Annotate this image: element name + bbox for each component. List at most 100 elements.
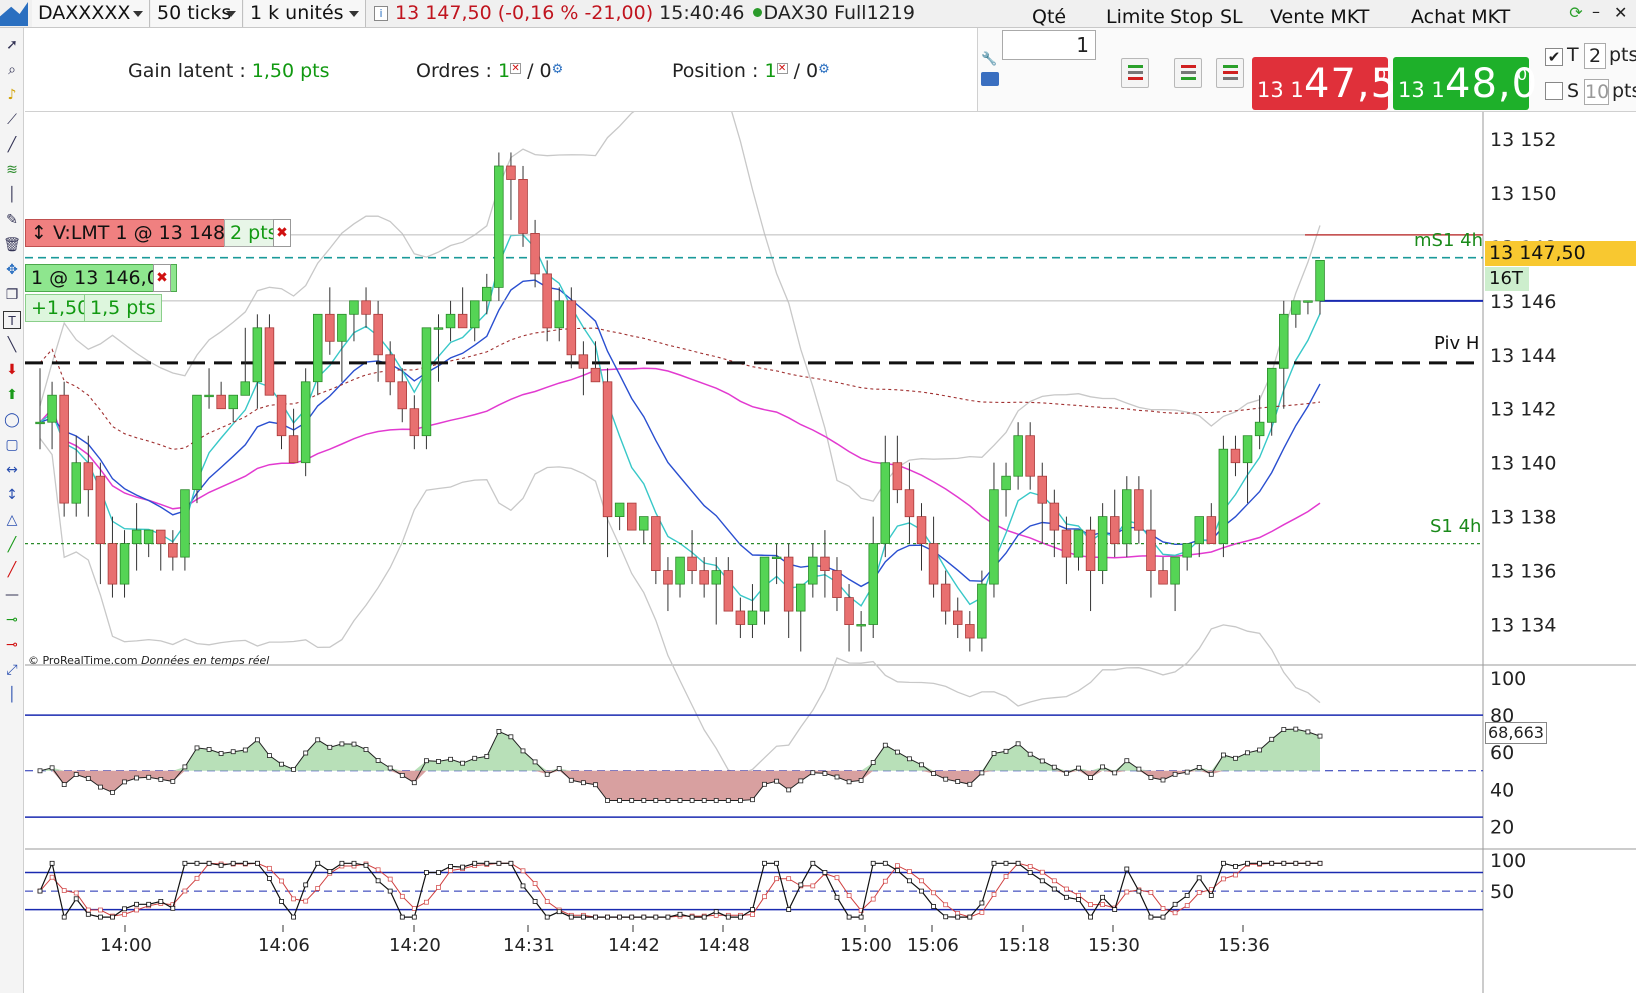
pen-tool-icon[interactable]: ╲ (7, 337, 17, 353)
candle (1206, 516, 1217, 545)
rsi-point (110, 790, 115, 795)
stoch-d-point (774, 876, 779, 882)
candle (747, 610, 758, 625)
stoch-k-point (689, 914, 695, 920)
t-checkbox[interactable]: ✔ (1545, 48, 1563, 66)
rsi-point (134, 775, 139, 781)
buy-market-button[interactable]: 13 1 48,0 0 (1393, 57, 1537, 110)
stoch-k-point (605, 914, 610, 920)
stoch-k-point (1015, 860, 1021, 866)
gear-icon[interactable]: ⚙ (818, 62, 830, 77)
vertical-line-icon[interactable]: │ (7, 187, 17, 203)
stoch-k-point (146, 901, 152, 907)
stoch-k-point (460, 864, 466, 870)
stoch-d-point (943, 902, 949, 908)
rsi-point (194, 745, 200, 751)
stoch-d-point (194, 875, 200, 881)
units-select[interactable]: 1 k unités (244, 0, 366, 27)
candle (1037, 475, 1048, 504)
rsi-point (1269, 736, 1275, 742)
t-pts-input[interactable]: 2 (1584, 43, 1606, 69)
candle (1254, 421, 1265, 437)
rsi-point (1051, 764, 1057, 770)
instrument-select[interactable]: DAXXXXX (32, 0, 150, 27)
stoch-d-point (1221, 876, 1226, 882)
stoch-k-point (1208, 893, 1214, 898)
stoch-k-point (1233, 864, 1238, 869)
keyboard-icon[interactable] (981, 72, 999, 86)
stoch-d-point (291, 896, 296, 902)
stoch-d-point (182, 888, 188, 894)
candle (1194, 516, 1205, 545)
cancel-sell-order-icon[interactable]: ✖ (273, 219, 291, 247)
stoch-d-point (279, 878, 284, 884)
text-tool-icon[interactable]: T (3, 311, 21, 329)
stoch-k-point (230, 860, 236, 866)
brush-icon[interactable]: ✎ (6, 212, 18, 228)
move-icon[interactable]: ✥ (6, 262, 18, 278)
stoch-k-point (556, 909, 562, 915)
vertical-measure-icon[interactable]: ↕ (6, 487, 18, 503)
rectangle-tool-icon[interactable]: ▢ (5, 437, 19, 453)
stop-order-button[interactable] (1174, 58, 1202, 88)
info-icon[interactable]: i (374, 6, 388, 21)
position-tag[interactable]: 1 @ 13 146,00 (25, 264, 177, 292)
close-position-tag-icon[interactable]: ✖ (153, 264, 171, 292)
stoch-k-point (544, 914, 550, 920)
quantity-input[interactable]: 1 (1002, 30, 1096, 60)
copyright-brand: © ProRealTime.com (28, 654, 138, 667)
cancel-orders-icon[interactable]: ✕ (510, 63, 522, 74)
candle (1279, 313, 1289, 369)
price-tick-label: 13 142 (1490, 399, 1556, 421)
sell-market-button[interactable]: 13 1 47,5 0 (1252, 57, 1396, 110)
minimize-icon[interactable]: – (1592, 2, 1600, 21)
stoch-k-point (593, 914, 598, 920)
sell-limit-order-tag[interactable]: ↕ V:LMT 1 @ 13 148,00 (25, 219, 262, 247)
gear-icon[interactable]: ⚙ (551, 62, 564, 77)
alert-bell-icon[interactable]: ♪ (7, 87, 17, 103)
channel-tool-icon[interactable]: ≋ (6, 162, 18, 178)
close-position-icon[interactable]: ✕ (776, 63, 788, 74)
sl-order-button[interactable] (1216, 58, 1244, 88)
stoch-k-point (218, 862, 224, 868)
stoch-d-point (387, 876, 393, 882)
stop-label: Stop (1170, 6, 1214, 28)
sell-line-icon[interactable]: ╱ (7, 562, 17, 578)
candle (916, 516, 927, 545)
fib-tool-icon[interactable]: ⤢ (6, 662, 18, 678)
candle (639, 516, 649, 531)
stoch-k-point (1112, 907, 1118, 912)
rsi-point (532, 759, 538, 765)
candle (1001, 475, 1011, 491)
arrow-up-icon[interactable]: ⬆ (6, 387, 18, 403)
close-icon[interactable]: ✕ (1614, 3, 1628, 22)
copy-icon[interactable]: ❐ (5, 287, 19, 303)
sell-hline-icon[interactable]: ⊸ (6, 637, 18, 653)
wrench-icon[interactable]: 🔧 (981, 52, 998, 67)
line-tool-icon[interactable]: ╱ (7, 137, 17, 153)
rsi-point (605, 798, 610, 803)
limit-order-button[interactable] (1121, 58, 1149, 88)
buy-line-icon[interactable]: ╱ (7, 537, 17, 553)
segment-tool-icon[interactable]: ⟋ (7, 112, 17, 128)
rsi-point (617, 798, 622, 803)
period-select[interactable]: 50 ticks (151, 0, 243, 27)
zoom-icon[interactable]: ⌕ (8, 62, 16, 78)
ellipse-tool-icon[interactable]: ◯ (4, 412, 20, 428)
s-pts-input[interactable]: 10 (1584, 79, 1610, 105)
buy-hline-icon[interactable]: ⊸ (6, 612, 18, 628)
hline-tool-icon[interactable]: — (5, 587, 19, 603)
refresh-icon[interactable]: ⟳ (1569, 3, 1583, 22)
cursor-icon[interactable]: ➚ (6, 37, 18, 53)
vline-blue-icon[interactable]: │ (7, 687, 17, 703)
rsi-point (423, 758, 429, 764)
s-label: S (1567, 80, 1580, 102)
arrow-down-icon[interactable]: ⬇ (6, 362, 18, 378)
s-checkbox[interactable] (1545, 82, 1563, 100)
horizontal-measure-icon[interactable]: ↔ (6, 462, 18, 478)
stoch-k-point (85, 911, 91, 917)
triangle-tool-icon[interactable]: △ (6, 512, 18, 528)
trash-icon[interactable]: 🗑 (3, 237, 21, 253)
time-tick-label: 14:42 (608, 935, 660, 956)
